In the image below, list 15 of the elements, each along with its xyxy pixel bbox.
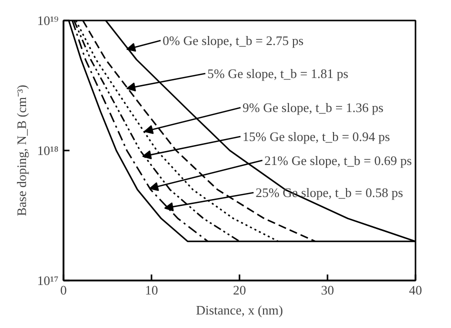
x-tick-label: 10: [145, 282, 158, 298]
y-tick-label: 10¹⁷: [37, 273, 59, 288]
annotation: 15% Ge slope, t_b = 0.94 ps: [242, 128, 390, 144]
annotation: 5% Ge slope, t_b = 1.81 ps: [207, 66, 348, 82]
annotation: 21% Ge slope, t_b = 0.69 ps: [264, 152, 412, 168]
y-axis-title: Base doping, N_B (cm⁻³): [14, 84, 30, 216]
x-tick-label: 0: [60, 282, 67, 298]
x-tick-label: 20: [233, 282, 246, 298]
x-tick-label: 30: [321, 282, 334, 298]
y-tick-label: 10¹⁹: [37, 13, 59, 28]
x-axis-title: Distance, x (nm): [196, 302, 284, 318]
y-tick-label: 10¹⁸: [37, 143, 59, 158]
annotation: 0% Ge slope, t_b = 2.75 ps: [162, 33, 304, 48]
x-tick-label: 40: [409, 282, 422, 298]
annotation: 9% Ge slope, t_b = 1.36 ps: [242, 100, 384, 116]
